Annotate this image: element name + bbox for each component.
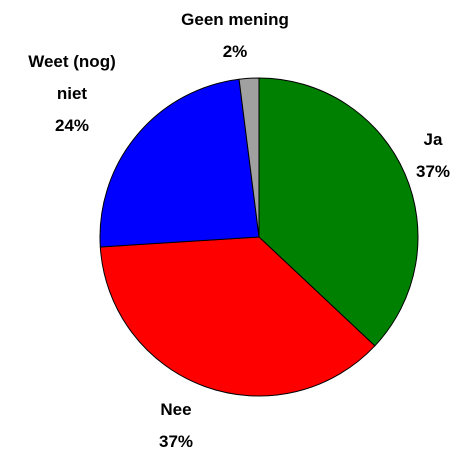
value-label: 2%	[222, 42, 248, 61]
category-label: Geen mening	[181, 10, 289, 29]
value-label: 24%	[54, 116, 90, 135]
category-label: Nee	[160, 400, 192, 419]
value-label: 37%	[415, 162, 451, 181]
pie-slice	[258, 77, 419, 347]
category-label: Ja	[423, 130, 443, 149]
category-label: Weet (nog) niet	[28, 52, 116, 103]
slice-label: Nee 37%	[146, 394, 206, 450]
pie-slice	[99, 236, 376, 397]
slice-label: Weet (nog) niet 24%	[12, 46, 132, 142]
value-label: 37%	[158, 432, 194, 450]
pie-slice	[238, 77, 260, 238]
pie-slice	[99, 78, 260, 248]
slice-label: Geen mening 2%	[155, 4, 315, 68]
slice-label: Ja 37%	[403, 124, 462, 188]
